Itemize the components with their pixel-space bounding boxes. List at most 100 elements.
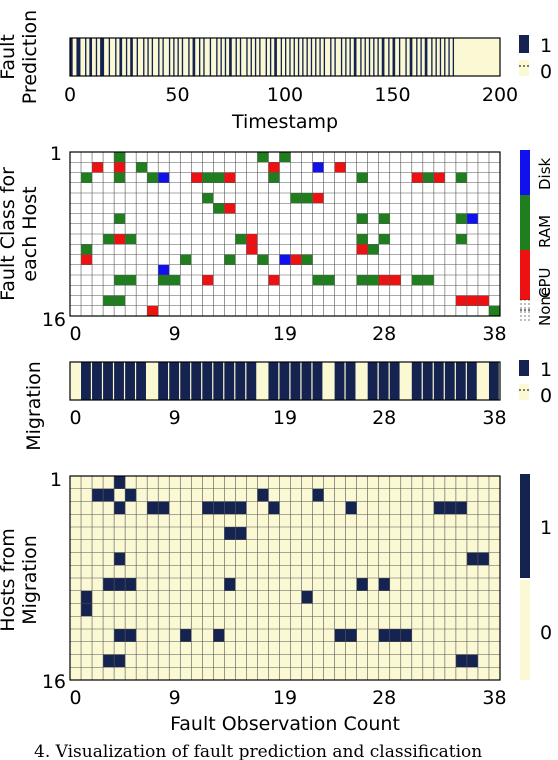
prediction-stripe	[70, 38, 73, 76]
host-cell	[147, 501, 159, 515]
host-cell	[257, 488, 269, 502]
prediction-stripe	[420, 38, 422, 76]
migration-cell	[268, 362, 279, 400]
fault-cell-cpu	[202, 275, 214, 286]
prediction-stripe	[368, 38, 371, 76]
legend-label-ram: RAM	[536, 215, 554, 248]
host-cell	[345, 629, 357, 642]
fault-cell-ram	[356, 234, 368, 245]
migration-cell	[312, 362, 323, 400]
fault-cell-ram	[488, 305, 500, 316]
legend-swatch-1	[519, 360, 529, 376]
fault-cell-ram	[224, 254, 236, 265]
fault-prediction-frame	[69, 37, 501, 77]
fault-prediction-stripes	[70, 38, 455, 76]
migration-cell	[378, 362, 389, 400]
fault-cell-ram	[290, 193, 302, 204]
legend-label-cpu: CPU	[536, 268, 554, 299]
fault-cell-cpu	[356, 244, 368, 255]
fault-prediction-legend: 10	[519, 35, 552, 83]
prediction-stripe	[319, 38, 321, 76]
prediction-stripe	[130, 38, 133, 76]
host-cell	[81, 590, 93, 604]
host-cell	[114, 476, 126, 489]
prediction-stripe	[377, 38, 379, 76]
svg-text:Hosts fromMigration: Hosts fromMigration	[0, 528, 41, 631]
fault-class-frame	[69, 151, 501, 317]
hosts-from-migration-frame	[69, 475, 501, 681]
legend-swatch-ram	[520, 195, 530, 250]
host-cell	[268, 501, 280, 515]
migration-cells	[81, 362, 499, 400]
host-cell	[477, 552, 489, 566]
fault-cell-cpu	[389, 275, 401, 286]
migration-cell	[180, 362, 191, 400]
prediction-stripe	[435, 38, 437, 76]
hosts-from-migration-x-ticks: 0 9 19 28 38	[69, 687, 506, 709]
prediction-stripe	[431, 38, 433, 76]
prediction-stripe	[274, 38, 277, 76]
prediction-stripe	[452, 38, 455, 76]
fault-cell-ram	[202, 172, 214, 183]
host-cell	[92, 488, 104, 502]
fault-cell-ram	[235, 234, 247, 245]
prediction-stripe	[265, 38, 267, 76]
prediction-stripe	[177, 38, 179, 76]
legend-text: CPU	[536, 268, 554, 299]
host-cell	[312, 488, 324, 502]
migration-cell	[92, 362, 102, 400]
legend-swatch-disk	[520, 150, 530, 195]
prediction-stripe	[108, 38, 111, 76]
migration-cell	[488, 362, 499, 400]
prediction-stripe	[125, 38, 128, 76]
prediction-stripe	[259, 38, 261, 76]
svg-text:Migration: Migration	[23, 361, 45, 451]
x-tick-label: 0	[69, 407, 81, 429]
legend-label-disk: Disk	[536, 157, 554, 190]
prediction-stripe	[388, 38, 390, 76]
host-cell	[213, 501, 225, 515]
prediction-stripe	[76, 38, 81, 76]
prediction-stripe	[345, 38, 347, 76]
fault-cell-ram	[422, 275, 434, 286]
prediction-stripe	[280, 38, 283, 76]
ylabel-line: Hosts from	[0, 528, 19, 631]
fault-cell-cpu	[455, 295, 467, 306]
legend-swatch-1	[519, 35, 529, 53]
fault-cell-ram	[114, 275, 126, 286]
fault-cell-cpu	[224, 172, 236, 183]
prediction-stripe	[302, 38, 304, 76]
migration-x-ticks: 0 9 19 28 38	[69, 407, 506, 429]
legend-label-0: 0	[540, 622, 552, 644]
migration-cell	[290, 362, 301, 400]
prediction-stripe	[162, 38, 164, 76]
fault-cell-ram	[202, 193, 214, 204]
prediction-stripe	[306, 38, 308, 76]
prediction-stripe	[239, 38, 242, 76]
host-cell	[202, 501, 214, 515]
x-tick-label: 9	[169, 687, 181, 709]
x-tick-label: 38	[482, 687, 506, 709]
host-cell	[378, 629, 390, 642]
host-cell	[213, 629, 225, 642]
fault-cell-ram	[367, 244, 379, 255]
ylabel-line: Migration	[19, 535, 41, 625]
host-cell	[114, 629, 126, 642]
legend-label-1: 1	[540, 35, 552, 57]
host-cell	[466, 552, 478, 566]
prediction-stripe	[448, 38, 450, 76]
fault-cell-ram	[114, 295, 126, 306]
ylabel-line: Fault Class for	[0, 167, 19, 301]
fault-cell-ram	[114, 172, 126, 183]
fault-cell-ram	[367, 275, 379, 286]
fault-prediction-panel: 0 50 100 150 200 Timestamp FaultPrediction 1…	[0, 10, 552, 133]
fault-cell-disk	[158, 172, 170, 183]
svg-text:Fault Class foreach Host: Fault Class foreach Host	[0, 167, 41, 301]
fault-cell-ram	[125, 275, 137, 286]
legend-label-1: 1	[540, 517, 552, 539]
host-cell	[114, 654, 126, 668]
x-tick-label: 100	[267, 84, 303, 106]
fault-cell-cpu	[81, 254, 93, 265]
prediction-stripe	[250, 38, 252, 76]
